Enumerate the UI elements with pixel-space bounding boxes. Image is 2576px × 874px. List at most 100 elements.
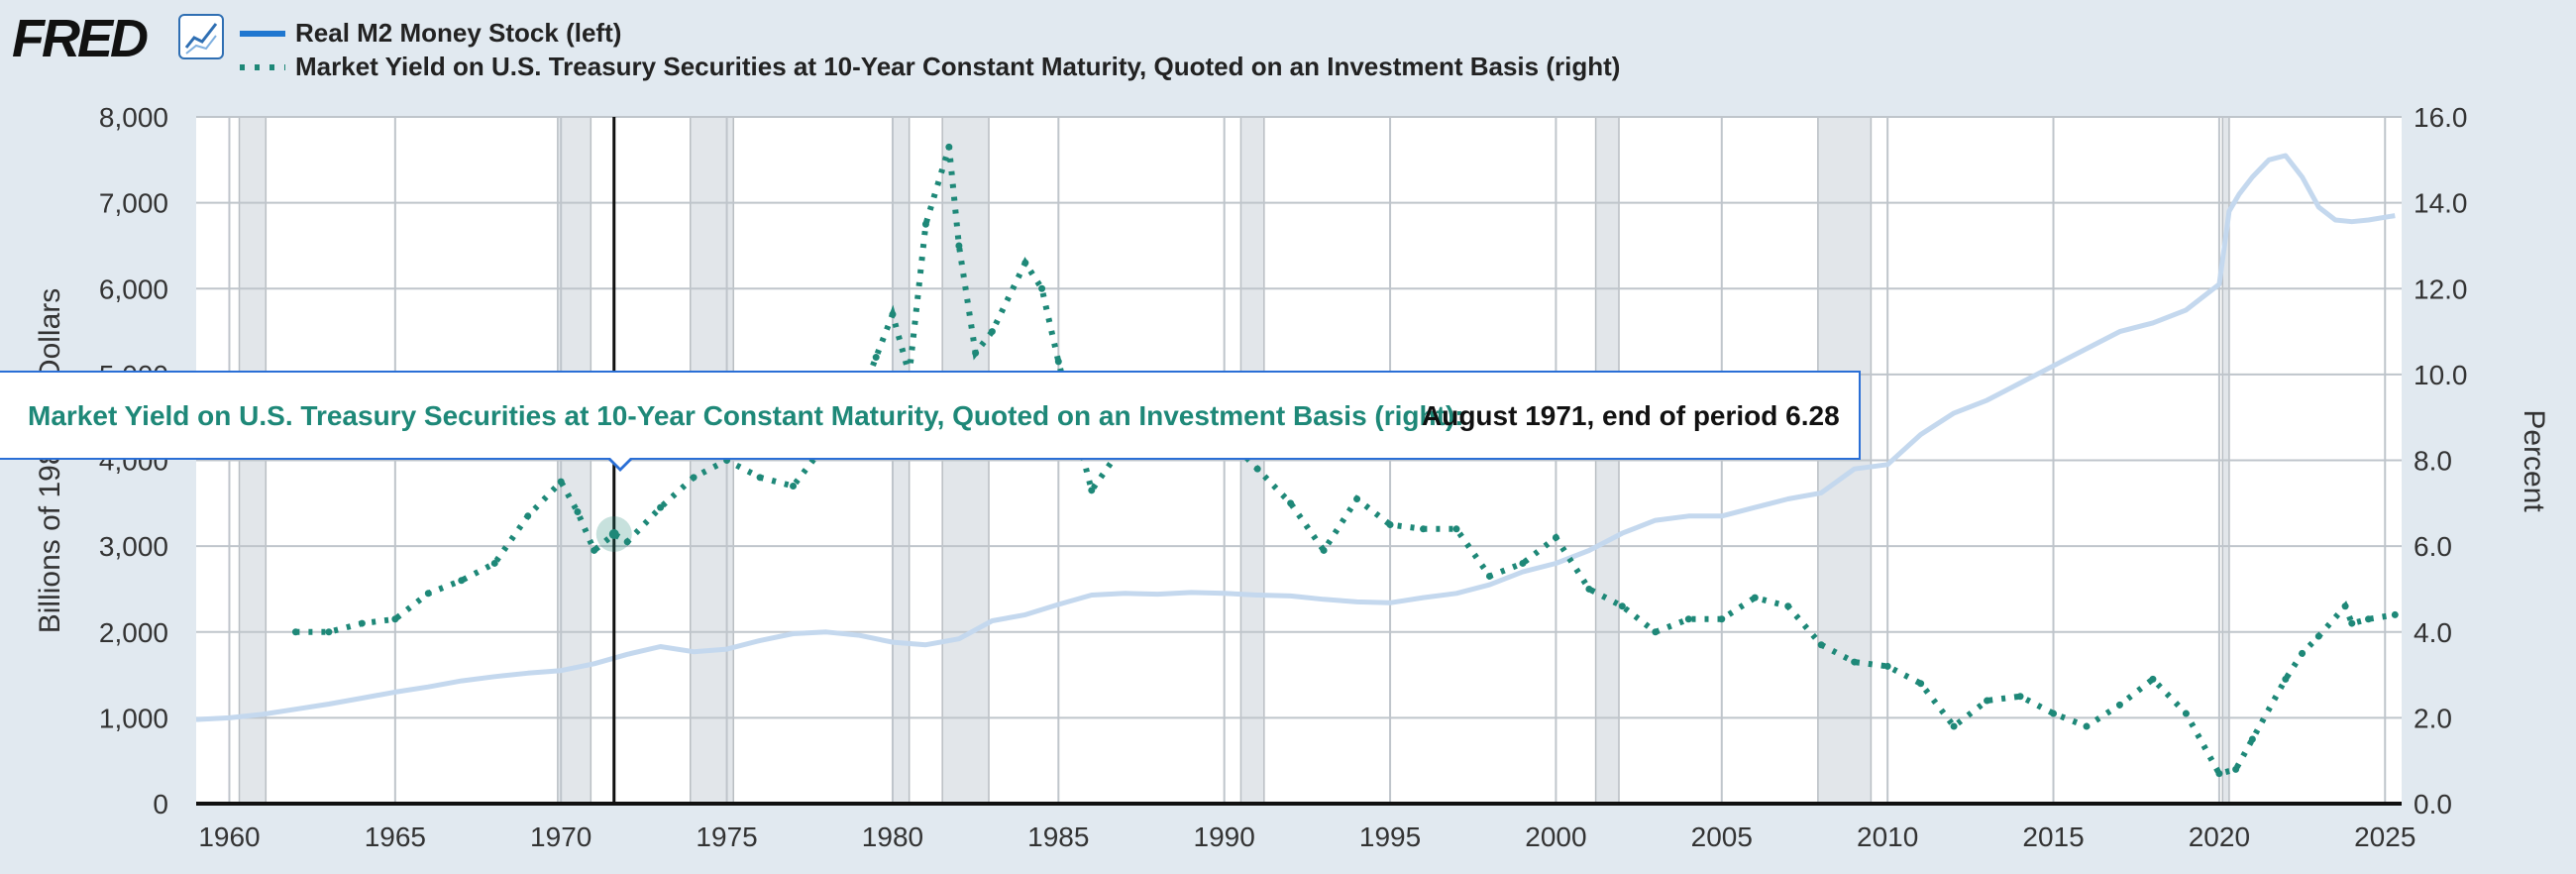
data-point-10y-yield bbox=[2248, 735, 2256, 743]
data-point-10y-yield bbox=[325, 628, 333, 636]
legend-label-m2: Real M2 Money Stock (left) bbox=[295, 18, 622, 48]
tooltip-series-label: Market Yield on U.S. Treasury Securities… bbox=[28, 400, 1464, 431]
y-tick-label-right: 14.0 bbox=[2414, 188, 2468, 219]
data-point-10y-yield bbox=[2391, 610, 2399, 618]
data-point-10y-yield bbox=[590, 546, 598, 554]
data-point-10y-yield bbox=[2365, 615, 2373, 623]
legend-label-treasury: Market Yield on U.S. Treasury Securities… bbox=[295, 52, 1621, 81]
x-tick-label: 1980 bbox=[862, 821, 923, 852]
data-point-10y-yield bbox=[1817, 641, 1825, 649]
data-point-10y-yield bbox=[2341, 602, 2349, 610]
data-point-10y-yield bbox=[1485, 572, 1493, 580]
data-point-10y-yield bbox=[291, 628, 299, 636]
data-point-10y-yield bbox=[1519, 559, 1527, 567]
x-tick-label: 2000 bbox=[1525, 821, 1586, 852]
y-tick-label-left: 6,000 bbox=[99, 273, 168, 304]
data-point-10y-yield bbox=[657, 503, 665, 511]
data-point-10y-yield bbox=[2314, 632, 2322, 640]
data-point-10y-yield bbox=[623, 538, 631, 546]
data-point-10y-yield bbox=[872, 354, 880, 362]
data-point-10y-yield bbox=[2182, 710, 2190, 717]
data-point-10y-yield bbox=[690, 474, 698, 482]
y-tick-label-right: 16.0 bbox=[2414, 102, 2468, 133]
data-point-10y-yield bbox=[1021, 259, 1029, 267]
data-point-10y-yield bbox=[1386, 520, 1394, 528]
data-point-10y-yield bbox=[358, 619, 366, 627]
data-point-10y-yield bbox=[1618, 602, 1626, 610]
data-point-10y-yield bbox=[790, 482, 798, 490]
x-tick-label: 2025 bbox=[2354, 821, 2415, 852]
y-tick-label-right: 10.0 bbox=[2414, 360, 2468, 390]
data-point-10y-yield bbox=[1452, 525, 1460, 533]
y-tick-label-right: 4.0 bbox=[2414, 617, 2452, 648]
data-point-10y-yield bbox=[2348, 619, 2356, 627]
chart-header: FRED Real M2 Money Stock (left) Market Y… bbox=[0, 0, 2576, 99]
data-point-10y-yield bbox=[1718, 615, 1726, 623]
data-point-10y-yield bbox=[1253, 465, 1261, 473]
data-point-10y-yield bbox=[1420, 525, 1428, 533]
fred-logo[interactable]: FRED bbox=[12, 9, 149, 68]
data-tooltip: Market Yield on U.S. Treasury Securities… bbox=[0, 371, 1861, 460]
data-point-10y-yield bbox=[391, 615, 399, 623]
data-point-10y-yield bbox=[2083, 722, 2091, 730]
data-point-10y-yield bbox=[1353, 494, 1361, 502]
series-line-10y-yield bbox=[295, 146, 2396, 778]
x-tick-label: 2005 bbox=[1691, 821, 1753, 852]
x-tick-label: 2020 bbox=[2189, 821, 2250, 852]
y-tick-label-right: 2.0 bbox=[2414, 703, 2452, 733]
y-axis-label-right: Percent bbox=[2518, 409, 2550, 512]
data-point-10y-yield bbox=[756, 474, 764, 482]
data-point-10y-yield bbox=[1552, 533, 1559, 541]
data-point-10y-yield bbox=[2299, 649, 2307, 657]
data-point-10y-yield bbox=[2232, 765, 2240, 773]
data-point-10y-yield bbox=[1751, 594, 1759, 601]
data-point-10y-yield bbox=[2282, 675, 2290, 683]
data-point-10y-yield bbox=[1038, 284, 1046, 292]
data-point-10y-yield bbox=[557, 478, 565, 486]
data-point-10y-yield bbox=[921, 220, 929, 228]
data-point-10y-yield bbox=[490, 559, 498, 567]
data-point-10y-yield bbox=[1652, 628, 1660, 636]
series-line-real-m2 bbox=[195, 153, 2396, 722]
highlighted-point bbox=[608, 528, 619, 539]
line-chart-icon bbox=[178, 14, 224, 59]
data-point-10y-yield bbox=[2215, 770, 2223, 778]
data-point-10y-yield bbox=[1984, 697, 1991, 705]
data-point-10y-yield bbox=[2149, 675, 2157, 683]
y-tick-label-right: 12.0 bbox=[2414, 273, 2468, 304]
y-tick-label-left: 7,000 bbox=[99, 188, 168, 219]
data-point-10y-yield bbox=[424, 590, 432, 598]
y-axis-label-left: Billions of 1982-84 Dollars bbox=[34, 288, 66, 634]
data-point-10y-yield bbox=[1883, 662, 1891, 670]
x-tick-label: 1990 bbox=[1194, 821, 1255, 852]
x-tick-label: 1960 bbox=[198, 821, 260, 852]
x-tick-label: 1965 bbox=[365, 821, 426, 852]
data-point-10y-yield bbox=[574, 507, 582, 515]
y-tick-label-left: 1,000 bbox=[99, 703, 168, 733]
x-tick-label: 1975 bbox=[696, 821, 757, 852]
data-point-10y-yield bbox=[1784, 602, 1792, 610]
tooltip-value: August 1971, end of period 6.28 bbox=[1422, 400, 1840, 431]
data-point-10y-yield bbox=[1088, 487, 1096, 494]
data-point-10y-yield bbox=[1585, 585, 1593, 593]
data-point-10y-yield bbox=[1950, 722, 1958, 730]
data-point-10y-yield bbox=[458, 577, 466, 585]
x-tick-label: 1970 bbox=[530, 821, 591, 852]
data-point-10y-yield bbox=[2050, 710, 2058, 717]
y-tick-label-right: 6.0 bbox=[2414, 531, 2452, 562]
y-tick-label-right: 8.0 bbox=[2414, 446, 2452, 477]
x-tick-label: 1995 bbox=[1359, 821, 1421, 852]
data-point-10y-yield bbox=[955, 242, 963, 250]
y-tick-label-left: 2,000 bbox=[99, 617, 168, 648]
data-point-10y-yield bbox=[1054, 358, 1062, 366]
x-tick-label: 2015 bbox=[2022, 821, 2084, 852]
data-point-10y-yield bbox=[945, 143, 953, 151]
data-point-10y-yield bbox=[2016, 693, 2024, 701]
data-point-10y-yield bbox=[1287, 499, 1295, 507]
data-point-10y-yield bbox=[889, 310, 897, 318]
x-tick-label: 2010 bbox=[1857, 821, 1918, 852]
data-point-10y-yield bbox=[1917, 680, 1925, 688]
data-point-10y-yield bbox=[1684, 615, 1692, 623]
data-point-10y-yield bbox=[1320, 546, 1328, 554]
